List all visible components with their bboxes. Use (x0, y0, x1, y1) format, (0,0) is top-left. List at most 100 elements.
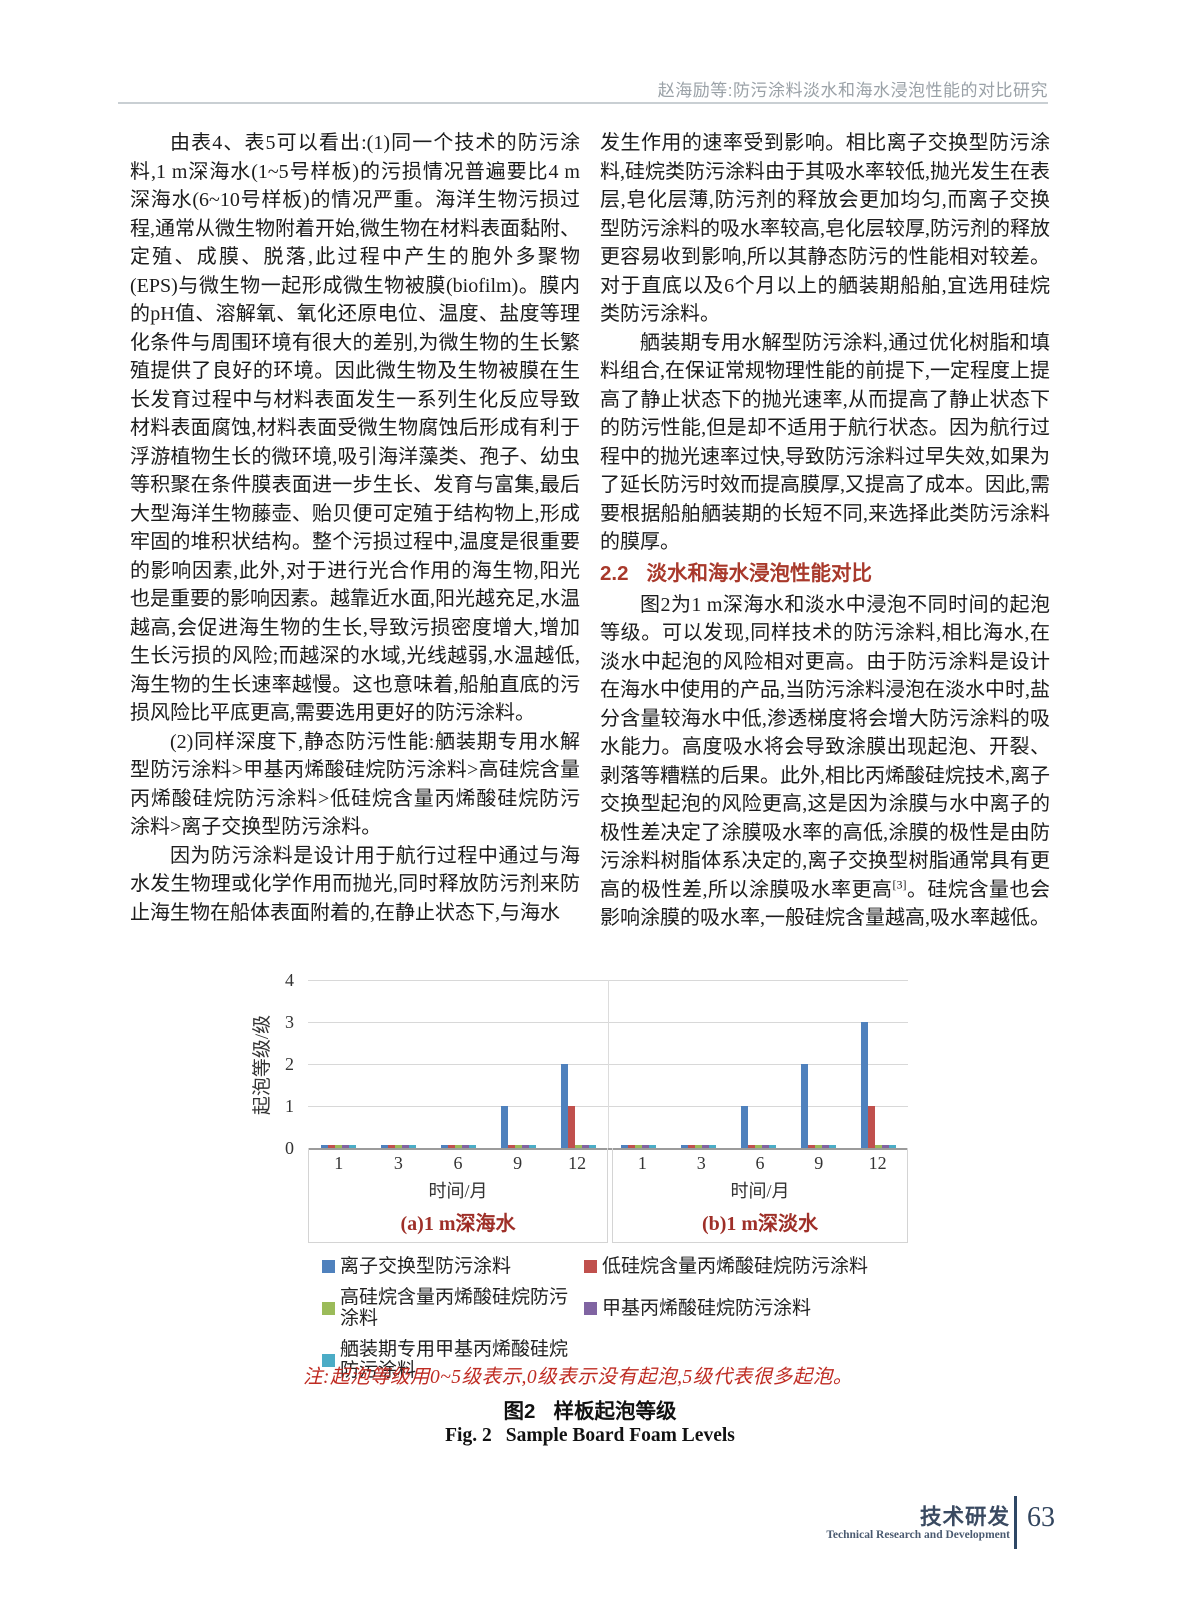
legend-swatch-icon (322, 1353, 335, 1367)
section-heading: 2.2 淡水和海水浸泡性能对比 (600, 560, 1050, 588)
paragraph: 由表4、表5可以看出:(1)同一个技术的防污涂料,1 m深海水(1~5号样板)的… (130, 132, 580, 724)
month-tick-label: 3 (696, 1152, 706, 1173)
bar-ion-exchange (620, 1145, 628, 1148)
bar-outfitting (708, 1145, 716, 1148)
figure-title-en: Sample Board Foam Levels (505, 1425, 735, 1446)
bar-cluster-month-3 (368, 980, 428, 1148)
legend-label: 舾装期专用甲基丙烯酸硅烷防污涂料 (340, 1339, 569, 1381)
bar-low-silane (687, 1145, 695, 1148)
bar-low-silane (387, 1145, 395, 1148)
bar-methyl-acrylic (581, 1145, 589, 1148)
chart-plot-area (308, 980, 908, 1150)
section-number: 2.2 (600, 561, 629, 585)
bar-high-silane (754, 1145, 762, 1148)
month-tick-label: 1 (334, 1152, 344, 1173)
legend-swatch-icon (584, 1260, 597, 1273)
bar-cluster-month-3 (668, 980, 728, 1148)
legend-item-low-silane: 低硅烷含量丙烯酸硅烷防污涂料 (584, 1256, 868, 1277)
bar-ion-exchange (860, 1022, 868, 1148)
month-tick-label: 1 (637, 1152, 647, 1173)
figure-caption-en: Fig. 2 Sample Board Foam Levels (130, 1425, 1050, 1447)
bar-outfitting (588, 1145, 596, 1148)
paragraph: 因为防污涂料是设计用于航行过程中通过与海水发生物理或化学作用而抛光,同时释放防污… (130, 844, 580, 924)
bar-high-silane (454, 1145, 462, 1148)
bar-low-silane (327, 1145, 335, 1148)
bar-high-silane (514, 1145, 522, 1148)
bar-ion-exchange (680, 1145, 688, 1148)
paragraph: 图2为1 m深海水和淡水中浸泡不同时间的起泡等级。可以发现,同样技术的防污涂料,… (600, 591, 1050, 933)
bar-high-silane (574, 1145, 582, 1148)
paragraph-text: 。硅烷含量也会影响涂膜的吸水率,一般硅烷含量越高,吸水率越低。 (600, 878, 1050, 930)
legend-label: 甲基丙烯酸硅烷防污涂料 (602, 1297, 812, 1319)
month-tick-label: 3 (393, 1152, 403, 1173)
bar-low-silane (867, 1106, 875, 1148)
paragraph-text: 图2为1 m深海水和淡水中浸泡不同时间的起泡等级。可以发现,同样技术的防污涂料,… (600, 593, 1050, 901)
bar-high-silane (814, 1145, 822, 1148)
y-tick-label: 2 (285, 1054, 294, 1074)
x-axis-label: 时间/月 (428, 1181, 488, 1201)
figure-number-en: Fig. 2 (445, 1425, 492, 1446)
y-tick-label: 4 (285, 970, 294, 990)
bar-methyl-acrylic (521, 1145, 529, 1148)
bar-low-silane (807, 1145, 815, 1148)
bar-outfitting (648, 1145, 656, 1148)
month-tick-label: 6 (755, 1152, 765, 1173)
bar-high-silane (394, 1145, 402, 1148)
panel-sea-water-axis-box: 1 3 6 9 12 时间/月 (a)1 m深海水 (308, 1148, 608, 1243)
bar-methyl-acrylic (761, 1145, 769, 1148)
panel-caption-b: (b)1 m深淡水 (701, 1213, 819, 1235)
bar-ion-exchange (500, 1106, 508, 1148)
bar-cluster-month-9 (488, 980, 548, 1148)
bar-ion-exchange (560, 1064, 568, 1148)
bar-outfitting (468, 1145, 476, 1148)
section-title: 淡水和海水浸泡性能对比 (646, 561, 873, 585)
bar-low-silane (507, 1145, 515, 1148)
bar-low-silane (747, 1145, 755, 1148)
month-tick-label: 9 (513, 1152, 523, 1173)
panel-fresh-water-plot (608, 980, 908, 1148)
figure-title-zh: 样板起泡等级 (553, 1400, 677, 1423)
figure-note: 注:起泡等级用0~5级表示,0级表示没有起泡,5级代表很多起泡。 (303, 1367, 853, 1388)
bar-low-silane (627, 1145, 635, 1148)
left-column: 由表4、表5可以看出:(1)同一个技术的防污涂料,1 m深海水(1~5号样板)的… (130, 129, 580, 933)
bar-cluster-month-1 (308, 980, 368, 1148)
bar-low-silane (567, 1106, 575, 1148)
paragraph: 发生作用的速率受到影响。相比离子交换型防污涂料,硅烷类防污涂料由于其吸水率较低,… (600, 132, 1050, 325)
bar-methyl-acrylic (641, 1145, 649, 1148)
body-columns: 由表4、表5可以看出:(1)同一个技术的防污涂料,1 m深海水(1~5号样板)的… (130, 129, 1050, 933)
panel-sea-water-plot (308, 980, 608, 1148)
running-head: 赵海励等:防污涂料淡水和海水浸泡性能的对比研究 (657, 81, 1048, 100)
bar-high-silane (694, 1145, 702, 1148)
bar-outfitting (528, 1145, 536, 1148)
legend-swatch-icon (322, 1260, 335, 1273)
bar-cluster-month-9 (788, 980, 848, 1148)
bar-methyl-acrylic (461, 1145, 469, 1148)
x-axis-label: 时间/月 (730, 1181, 790, 1201)
legend-label: 低硅烷含量丙烯酸硅烷防污涂料 (602, 1256, 869, 1277)
bar-ion-exchange (320, 1145, 328, 1148)
month-tick-label: 12 (568, 1152, 587, 1173)
bar-outfitting (348, 1145, 356, 1148)
citation-ref: [3] (892, 876, 907, 891)
panel-fresh-water-axis-box: 1 3 6 9 12 时间/月 (b)1 m深淡水 (612, 1148, 908, 1243)
y-tick-label: 3 (285, 1012, 294, 1032)
bar-cluster-month-12 (848, 980, 908, 1148)
bar-cluster-month-1 (608, 980, 668, 1148)
bar-methyl-acrylic (881, 1145, 889, 1148)
legend-swatch-icon (322, 1301, 335, 1315)
month-tick-label: 6 (453, 1152, 463, 1173)
y-axis-ticks: 0 1 2 3 4 (264, 948, 294, 1168)
bar-ion-exchange (740, 1106, 748, 1148)
chart-legend: 离子交换型防污涂料 低硅烷含量丙烯酸硅烷防污涂料 高硅烷含量丙烯酸硅烷防污涂料 甲基丙… (322, 1256, 868, 1381)
footer-divider (1014, 1496, 1017, 1549)
bar-high-silane (874, 1145, 882, 1148)
bar-ion-exchange (800, 1064, 808, 1148)
bar-high-silane (334, 1145, 342, 1148)
header-rule (118, 102, 1048, 104)
paragraph: 舾装期专用水解型防污涂料,通过优化树脂和填料组合,在保证常规物理性能的前提下,一… (600, 331, 1050, 554)
legend-item-ion-exchange: 离子交换型防污涂料 (322, 1256, 584, 1277)
bar-outfitting (408, 1145, 416, 1148)
bar-ion-exchange (440, 1145, 448, 1148)
